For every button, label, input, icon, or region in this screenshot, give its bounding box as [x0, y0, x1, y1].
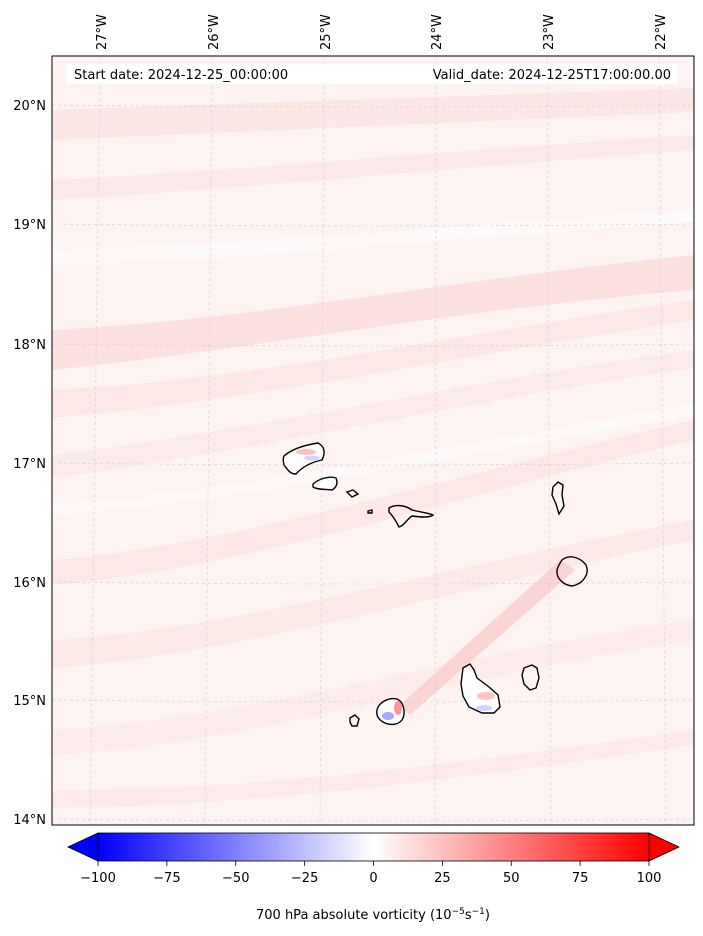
lat-label-17n: 17°N — [13, 457, 46, 472]
lon-label-22w: 22°W — [654, 14, 669, 50]
island-sal — [551, 481, 565, 516]
island-boa-vista — [556, 556, 588, 587]
island-santiago — [460, 663, 501, 714]
colorbar-tick-label: −100 — [80, 871, 116, 886]
lat-label-14n: 14°N — [13, 813, 46, 828]
colorbar-tick-label: 75 — [572, 871, 589, 886]
island-sao-vicente — [312, 476, 338, 491]
longitude-labels: 27°W 26°W 25°W 24°W 23°W 22°W — [95, 14, 669, 50]
lat-label-18n: 18°N — [13, 338, 46, 353]
colorbar-gradient — [97, 832, 650, 862]
header-box — [66, 64, 678, 84]
map-frame — [51, 55, 695, 826]
island-maio — [521, 664, 540, 691]
vorticity-field — [52, 88, 694, 808]
lon-label-24w: 24°W — [430, 14, 445, 50]
start-date-label: Start date: 2024-12-25_00:00:00 — [74, 68, 288, 83]
colorbar-tick-label: −75 — [153, 871, 180, 886]
lat-label-20n: 20°N — [13, 99, 46, 114]
colorbar-tick-label: 25 — [434, 871, 451, 886]
lat-label-16n: 16°N — [13, 576, 46, 591]
island-sao-nicolau — [388, 504, 435, 528]
lon-label-27w: 27°W — [95, 14, 110, 50]
island-branco — [367, 509, 373, 514]
map-panel — [51, 55, 695, 826]
lon-label-26w: 26°W — [207, 14, 222, 50]
colorbar-tick-label: −25 — [291, 871, 318, 886]
island-santa-luzia — [345, 489, 360, 498]
lat-label-15n: 15°N — [13, 694, 46, 709]
lat-label-19n: 19°N — [13, 218, 46, 233]
colorbar-tick-label: 50 — [503, 871, 520, 886]
colorbar-ticks: −100 −75 −50 −25 0 25 50 75 100 — [80, 861, 661, 886]
island-brava — [349, 714, 360, 727]
island-vorticity-dipoles — [296, 449, 495, 720]
lon-label-25w: 25°W — [319, 14, 334, 50]
colorbar-min-extend — [67, 832, 99, 862]
colorbar-max-extend — [648, 832, 680, 862]
valid-date-label: Valid_date: 2024-12-25T17:00:00.00 — [433, 68, 671, 83]
lon-label-23w: 23°W — [542, 14, 557, 50]
colorbar: −100 −75 −50 −25 0 25 50 75 100 700 hPa absolute… — [67, 832, 680, 923]
colorbar-tick-label: 100 — [637, 871, 662, 886]
colorbar-title: 700 hPa absolute vorticity (10−5s−1) — [256, 907, 490, 923]
gridlines — [52, 56, 694, 825]
colorbar-tick-label: −50 — [222, 871, 249, 886]
colorbar-tick-label: 0 — [369, 871, 377, 886]
latitude-labels: 20°N 19°N 18°N 17°N 16°N 15°N 14°N — [13, 99, 46, 828]
